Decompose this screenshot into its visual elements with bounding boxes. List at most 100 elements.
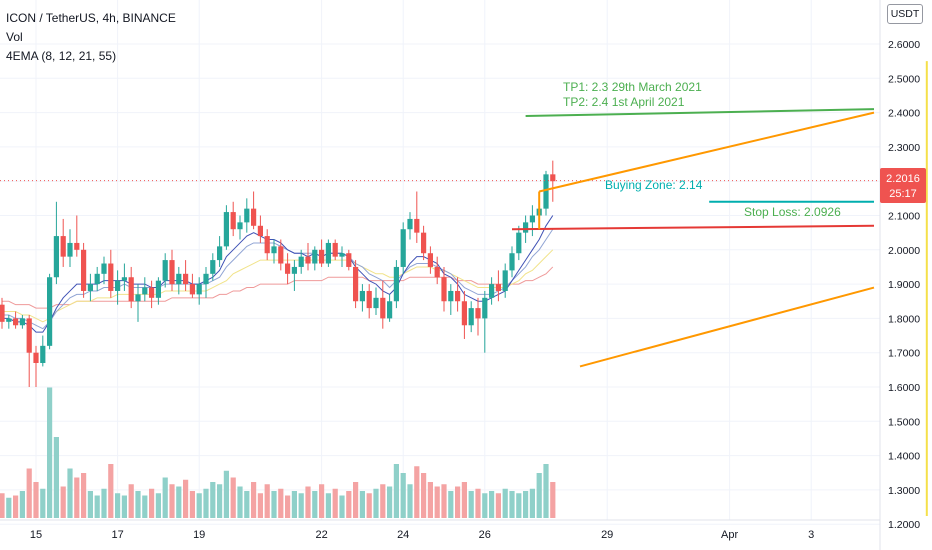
volume-bar [108, 464, 114, 518]
symbol-title[interactable]: ICON / TetherUS, 4h, BINANCE [6, 11, 176, 25]
candle-body [373, 297, 379, 309]
candle-body [278, 246, 284, 264]
volume-bar [237, 486, 243, 518]
candle-body [271, 246, 277, 254]
candle-body [359, 290, 365, 302]
volume-bar [251, 482, 257, 518]
volume-bar [74, 477, 80, 518]
price-tick-label: 2.4000 [888, 108, 920, 120]
volume-bar [189, 491, 195, 518]
candle-body [400, 229, 406, 267]
price-tick-label: 1.3000 [888, 485, 920, 497]
time-tick-label: Apr [721, 529, 738, 541]
volume-bar [40, 488, 46, 518]
candle-body [298, 256, 304, 267]
volume-bar [26, 468, 32, 518]
candle-body [162, 260, 168, 281]
candle-body [407, 218, 413, 230]
ema-indicator-label[interactable]: 4EMA (8, 12, 21, 55) [6, 49, 117, 63]
volume-bar [441, 484, 447, 518]
volume-bar [346, 491, 352, 518]
candle-body [380, 297, 386, 319]
volume-bar [529, 488, 535, 518]
volume-bar [373, 488, 379, 518]
time-tick-label: 3 [808, 529, 814, 541]
last-price-value: 2.2016 [886, 173, 920, 185]
volume-bar [332, 488, 338, 518]
volume-bar [285, 495, 291, 518]
candle-body [461, 301, 467, 326]
candle-body [142, 287, 148, 295]
time-tick-label: 19 [193, 529, 205, 541]
price-tick-label: 2.0000 [888, 245, 920, 257]
volume-bar [217, 484, 223, 518]
volume-bar [6, 497, 12, 518]
candle-body [421, 232, 427, 254]
volume-bar [155, 493, 161, 518]
volume-bar [400, 473, 406, 518]
volume-bar [162, 477, 168, 518]
candle-body [26, 318, 32, 353]
stop-loss-label: Stop Loss: 2.0926 [744, 205, 841, 219]
candle-body [434, 266, 440, 278]
price-tick-label: 1.5000 [888, 416, 920, 428]
price-tick-label: 2.6000 [888, 39, 920, 51]
tp2-label: TP2: 2.4 1st April 2021 [563, 95, 685, 109]
volume-bar [421, 473, 427, 518]
price-tick-label: 1.4000 [888, 451, 920, 463]
candle-body [325, 242, 331, 264]
volume-bar [523, 491, 529, 518]
volume-bar [475, 488, 481, 518]
volume-bar [468, 491, 474, 518]
candle-countdown: 25:17 [889, 188, 917, 200]
ema21-line [2, 249, 554, 323]
volume-bar [427, 482, 433, 518]
candle-body [319, 249, 325, 264]
volume-bar [455, 486, 461, 518]
volume-bar [183, 479, 189, 518]
volume-bar [135, 491, 141, 518]
take-profit-line [525, 108, 875, 118]
candle-body [189, 284, 195, 295]
candle-body [223, 212, 229, 247]
candle-body [502, 270, 508, 291]
volume-bar [414, 466, 420, 518]
volume-bar [393, 464, 399, 518]
candle-body [393, 266, 399, 302]
volume-bar [33, 482, 39, 518]
candle-body [414, 218, 420, 233]
candle-body [87, 284, 93, 291]
candle-body [94, 273, 100, 285]
time-tick-label: 17 [111, 529, 123, 541]
price-tick-label: 1.6000 [888, 382, 920, 394]
candle-body [495, 284, 501, 291]
volume-bar [359, 491, 365, 518]
volume-bar [495, 493, 501, 518]
volume-bar [298, 493, 304, 518]
candle-body [128, 277, 134, 302]
volume-bar [448, 491, 454, 518]
candle-body [60, 236, 66, 257]
candle-body [33, 352, 39, 363]
candle-body [115, 280, 121, 291]
price-axis[interactable]: 2.60002.50002.40002.30002.20002.10002.00… [879, 0, 920, 550]
time-axis[interactable]: 15 17 19 22 24 26 29 Apr 3 [0, 519, 880, 541]
volume-bar [305, 486, 311, 518]
candle-body [285, 263, 291, 274]
candle-body [332, 242, 338, 257]
candle-body [19, 318, 25, 326]
volume-bar [203, 488, 209, 518]
volume-indicator-label[interactable]: Vol [6, 30, 23, 44]
candle-body [346, 253, 352, 267]
time-tick-label: 22 [315, 529, 327, 541]
volume-bar [271, 491, 277, 518]
candle-body [101, 263, 107, 274]
ema8-line [2, 215, 554, 333]
price-tick-label: 1.9000 [888, 279, 920, 291]
volume-bar [434, 486, 440, 518]
currency-button[interactable]: USDT [887, 4, 923, 24]
volume-bar [536, 473, 542, 518]
tp1-label: TP1: 2.3 29th March 2021 [563, 80, 702, 94]
